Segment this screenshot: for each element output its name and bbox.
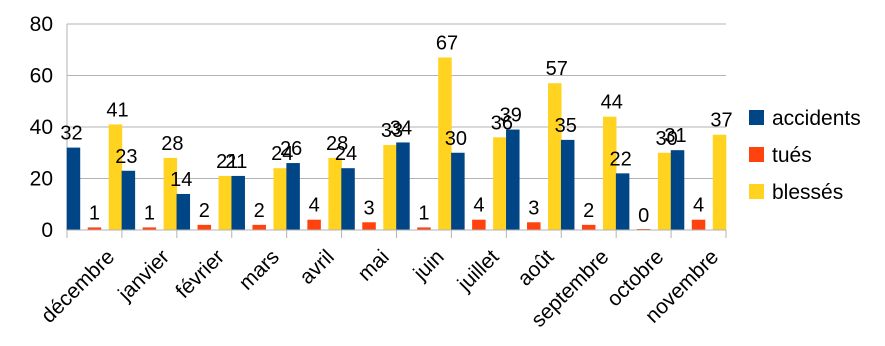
legend-swatch-accidents bbox=[749, 110, 764, 125]
data-label: 22 bbox=[610, 148, 632, 170]
data-label: 2 bbox=[199, 200, 210, 222]
bar-accidents-janvier bbox=[121, 170, 136, 230]
data-label: 1 bbox=[89, 202, 100, 224]
bar-accidents-juillet bbox=[451, 152, 465, 230]
bar-tués-avril bbox=[307, 219, 321, 230]
data-label: 57 bbox=[546, 58, 568, 80]
data-label: 34 bbox=[390, 117, 412, 139]
bar-blessés-février bbox=[218, 175, 233, 230]
bar-blessés-octobre bbox=[657, 152, 672, 230]
bar-tués-mars bbox=[252, 224, 266, 230]
y-tick-label: 20 bbox=[30, 168, 53, 191]
data-label: 4 bbox=[693, 195, 704, 217]
bar-blessés-mars bbox=[273, 168, 287, 230]
data-label: 14 bbox=[170, 169, 192, 191]
legend-swatch-blessés bbox=[749, 184, 764, 199]
bar-blessés-juin bbox=[438, 57, 452, 230]
bar-accidents-novembre bbox=[670, 150, 685, 230]
data-label: 21 bbox=[216, 151, 238, 173]
data-label: 24 bbox=[271, 143, 293, 165]
bar-blessés-juillet bbox=[493, 137, 507, 230]
data-label: 3 bbox=[528, 197, 539, 219]
data-label: 67 bbox=[436, 32, 458, 54]
y-tick-label: 80 bbox=[30, 13, 53, 36]
bar-tués-février bbox=[197, 224, 212, 230]
x-category-label: mars bbox=[235, 245, 284, 294]
x-category-label: août bbox=[513, 245, 558, 290]
bar-blessés-août bbox=[548, 83, 562, 230]
bar-blessés-septembre bbox=[602, 116, 617, 230]
x-category-label: décembre bbox=[37, 245, 119, 327]
bar-accidents-octobre bbox=[615, 173, 630, 230]
bar-blessés-avril bbox=[328, 157, 342, 230]
data-label: 1 bbox=[418, 202, 429, 224]
bar-blessés-novembre bbox=[712, 134, 727, 230]
bar-blessés-décembre bbox=[108, 124, 123, 230]
legend: accidents tués blessés bbox=[749, 107, 861, 204]
x-category-label: juin bbox=[409, 245, 449, 285]
legend-label-tués: tués bbox=[772, 144, 812, 167]
bar-accidents-février bbox=[176, 193, 191, 230]
bar-tués-juin bbox=[417, 227, 431, 230]
data-labels: 3214123128142212122426428243333416730436… bbox=[60, 32, 732, 227]
bar-tués-mai bbox=[362, 222, 376, 230]
bar-accidents-mars bbox=[231, 175, 245, 230]
bars bbox=[66, 57, 727, 230]
data-label: 2 bbox=[254, 200, 265, 222]
y-axis-tick-labels: 0 20 40 60 80 bbox=[30, 13, 53, 242]
data-label: 39 bbox=[500, 105, 522, 127]
data-label: 28 bbox=[326, 133, 348, 155]
bar-accidents-août bbox=[506, 129, 520, 230]
data-label: 28 bbox=[161, 133, 183, 155]
bar-accidents-décembre bbox=[66, 147, 81, 230]
data-label: 4 bbox=[473, 195, 484, 217]
x-category-label: janvier bbox=[113, 245, 174, 306]
data-label: 37 bbox=[710, 110, 732, 132]
data-label: 0 bbox=[638, 205, 649, 227]
data-label: 35 bbox=[555, 115, 577, 137]
bar-blessés-mai bbox=[383, 145, 397, 230]
x-category-label: mai bbox=[354, 245, 394, 285]
bar-tués-juillet bbox=[472, 219, 486, 230]
bar-tués-décembre bbox=[87, 227, 102, 230]
y-tick-label: 40 bbox=[30, 116, 53, 139]
bar-accidents-avril bbox=[286, 163, 300, 230]
y-tick-label: 0 bbox=[41, 219, 53, 242]
data-label: 4 bbox=[309, 195, 320, 217]
legend-swatch-tués bbox=[749, 147, 764, 162]
bar-accidents-mai bbox=[341, 168, 355, 230]
data-label: 21 bbox=[225, 151, 247, 173]
data-label: 36 bbox=[491, 112, 513, 134]
x-category-label: avril bbox=[295, 245, 338, 288]
data-label: 30 bbox=[656, 128, 678, 150]
bar-tués-septembre bbox=[581, 224, 596, 230]
data-label: 2 bbox=[583, 200, 594, 222]
data-label: 30 bbox=[445, 128, 467, 150]
y-tick-label: 60 bbox=[30, 65, 53, 88]
data-label: 1 bbox=[144, 202, 155, 224]
bar-tués-août bbox=[527, 222, 541, 230]
data-label: 3 bbox=[363, 197, 374, 219]
data-label: 24 bbox=[335, 143, 357, 165]
data-label: 33 bbox=[381, 120, 403, 142]
data-label: 44 bbox=[601, 92, 623, 114]
data-label: 32 bbox=[60, 123, 82, 145]
x-axis bbox=[66, 229, 727, 238]
data-label: 41 bbox=[106, 99, 128, 121]
data-label: 31 bbox=[664, 125, 686, 147]
data-label: 26 bbox=[280, 138, 302, 160]
bar-tués-janvier bbox=[142, 227, 157, 230]
bar-blessés-janvier bbox=[163, 157, 178, 230]
legend-label-blessés: blessés bbox=[772, 181, 843, 204]
bar-tués-novembre bbox=[691, 219, 706, 230]
x-category-label: février bbox=[171, 245, 229, 303]
bar-accidents-septembre bbox=[560, 139, 575, 230]
x-category-label: juillet bbox=[453, 245, 504, 296]
legend-label-accidents: accidents bbox=[772, 107, 861, 130]
bar-accidents-juin bbox=[396, 142, 410, 230]
data-label: 23 bbox=[115, 146, 137, 168]
